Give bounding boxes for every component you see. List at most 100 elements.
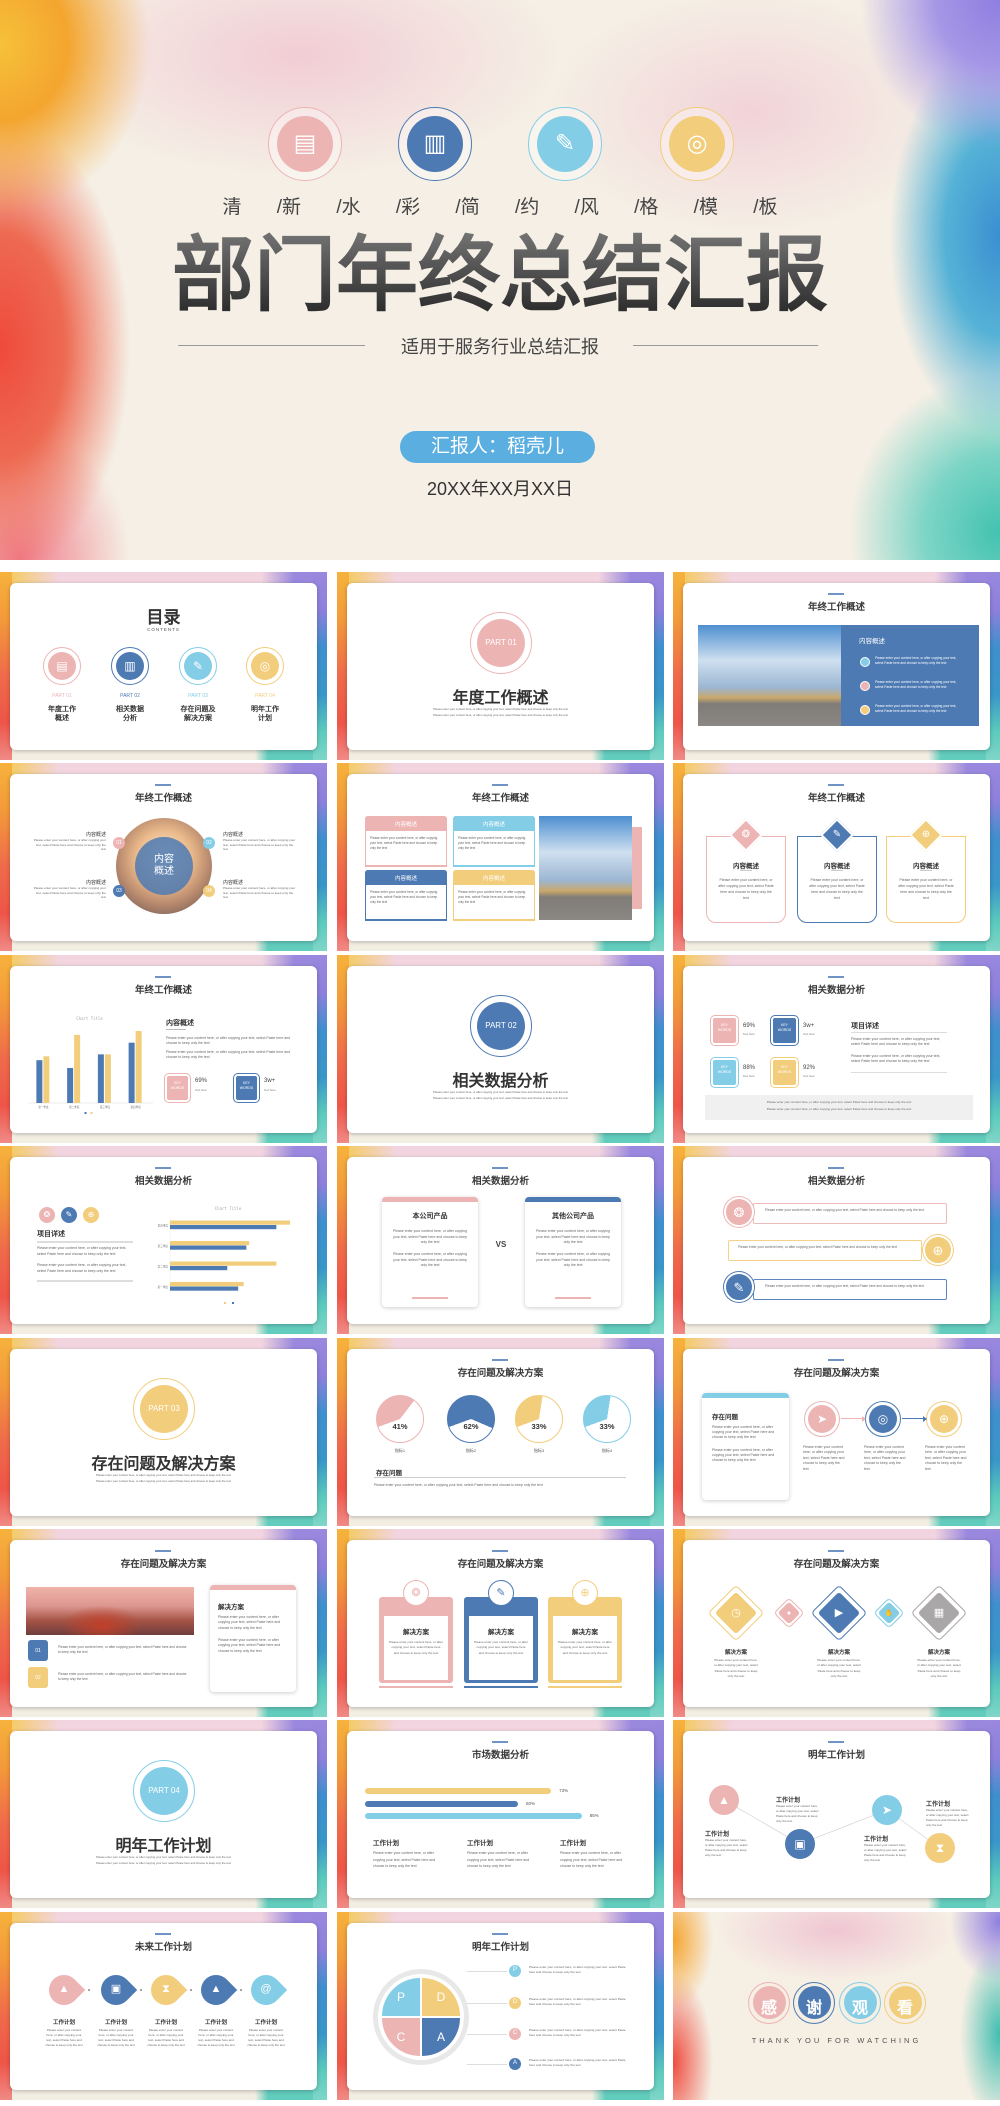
number-circle [113,885,125,898]
center-label: 内容概述 [154,854,174,878]
badge-text: KEY WORDS [717,1022,732,1032]
arrow [902,1418,925,1420]
toc-item[interactable]: ▥ PART 02 相关数据 分析 [105,643,155,733]
body-text: Please enter your content here, or after… [96,1478,231,1483]
globe-icon: ⊕ [921,829,931,841]
char-circle [843,1986,877,2020]
center-circle [135,837,193,896]
toc-item[interactable]: ▤ PART 01 年度工作 概述 [37,643,87,733]
letter-circle [509,1964,521,1977]
title-accent-dash [828,1741,844,1744]
pen-icon: ✎ [554,130,576,157]
slide-card: 存在问题及解决方案 01 Please enter your content her… [10,1540,317,1707]
slide-title: 年终工作概述 [807,793,865,805]
part-circle [477,1001,525,1050]
slide-thumbnail: PART 03 存在问题及解决方案 Please enter your conten… [0,1337,327,1526]
item-number: 02 [35,1675,41,1681]
item-heading: 内容概述 [85,880,106,887]
solution-label: 解决方案 [827,1650,850,1656]
icon-ring [804,1400,840,1437]
toc-part-label: PART 02 [120,693,140,699]
legend-swatch [84,1111,87,1114]
slide-card: 年终工作概述 内容概述 Please enter your content here… [347,774,654,942]
clock-icon: ◷ [731,1606,741,1619]
coins-icon: ❂ [741,829,751,841]
item-number: 01 [35,1648,41,1654]
letter-circle [509,2057,521,2070]
y-tick-label: 第二季度 [158,1265,169,1269]
body-text: Please enter your content here, or after… [529,1996,626,2006]
slide-title: 相关数据分析 [807,1176,865,1188]
box-header [453,816,535,832]
stat-value: 92% [803,1064,816,1071]
stat-caption: Text here [803,1073,815,1078]
bullet-circle [860,681,870,691]
body-text: Please enter your content here, or after… [875,680,957,689]
bar [170,1266,228,1271]
title-accent-dash [492,1358,508,1361]
part-label: PART 03 [148,1403,180,1413]
document-search-icon: ▤ [56,659,68,673]
heading-rule [851,1071,947,1074]
part-circle [477,619,525,667]
section-title: 存在问题及解决方案 [91,1455,236,1473]
card-inner [384,1616,448,1680]
progress-bar [365,1813,582,1820]
toc-circle [251,652,279,680]
slide-title: 存在问题及解决方案 [457,1367,544,1379]
toc-item[interactable]: ◎ PART 04 明年工作 计划 [240,643,290,733]
heading-rule [374,1476,626,1478]
hourglass-icon: ⧗ [162,1983,170,1996]
letter-label: D [512,1999,518,2006]
slide-title: 明年工作计划 [471,1941,529,1953]
arrow-head-icon [862,1415,866,1422]
body-text: Please enter your content here, or after… [474,1640,528,1655]
card-inner [553,1616,617,1680]
char-circle [752,1986,786,2020]
bullet-circle [860,657,870,667]
bar-chart-icon: ▥ [423,130,447,157]
icon-circle [724,1197,754,1228]
body-text: Please enter your content here, or after… [817,1658,861,1679]
number-circle [113,837,125,850]
slide-thumbnail: 明年工作计划 ▲ ▣ ➤ ⧗ 工作计划 Please enter your content … [673,1720,1000,1909]
letter-label: A [512,2060,517,2067]
connector-dot [240,1988,242,1991]
cover-tagline: 清 /新 /水 /彩 /简 /约 /风 /格 /模 /板 [222,197,778,218]
toc-ring [111,647,149,685]
slide-card: 存在问题及解决方案 ◷ ● ▶ ✋ ▦ 解决方案 Please enter your cont… [683,1540,990,1707]
leader-line [467,2063,507,2065]
card-heading: 解决方案 [488,1629,514,1636]
slide-title: 年终工作概述 [134,984,192,996]
card-heading: 内容概述 [913,863,939,871]
toc-item[interactable]: ✎ PART 03 存在问题及 解决方案 [173,643,223,733]
plan-circle [785,1829,815,1860]
title-accent-dash [828,1358,844,1361]
slide-card: 市场数据分析 73% 60% 85% 工作计划 Please enter your con… [347,1731,654,1899]
bar [170,1245,247,1250]
body-text: Please enter your content here, or after… [433,1095,568,1100]
keyword-badge [771,1057,798,1087]
item-number: 01 [116,840,122,847]
legend-swatch [90,1111,93,1114]
road-photo [698,625,841,726]
body-text: Please enter your content here, or after… [374,1482,543,1487]
title-accent-dash [828,1550,844,1552]
thanks-subtitle: THANK YOU FOR WATCHING [751,2035,922,2045]
toc-item-name: 明年工作 计划 [251,706,279,722]
connector-dot [88,1988,90,1991]
x-tick-label: 第四季度 [130,1105,141,1109]
heading-rule [37,1280,133,1282]
badge-text: KEY WORDS [777,1064,792,1074]
bar [97,1054,104,1103]
slide-title: 年终工作概述 [471,793,529,805]
pie-label: 指标3 [533,1447,545,1453]
slide-thumbnail: 存在问题及解决方案 ❂ 解决方案 Please enter your content … [337,1529,664,1717]
slide-thumbnail: PART 04 明年工作计划 Please enter your content h… [0,1720,327,1909]
product-card [382,1197,478,1308]
slide-card: 年终工作概述 Chart Title 第一季度 第二季度 第三季度 第四季度 内容概述 Ple… [10,965,317,1133]
slide-thumbnail: PART 01 年度工作概述 Please enter your content h… [337,572,664,760]
item-heading: 内容概述 [223,832,244,839]
slide-card: 存在问题及解决方案 41% 指标1 62% 指标2 33% 指标3 33% 指标4 存在问题 Ple… [347,1348,654,1516]
toc-circle [184,652,212,680]
